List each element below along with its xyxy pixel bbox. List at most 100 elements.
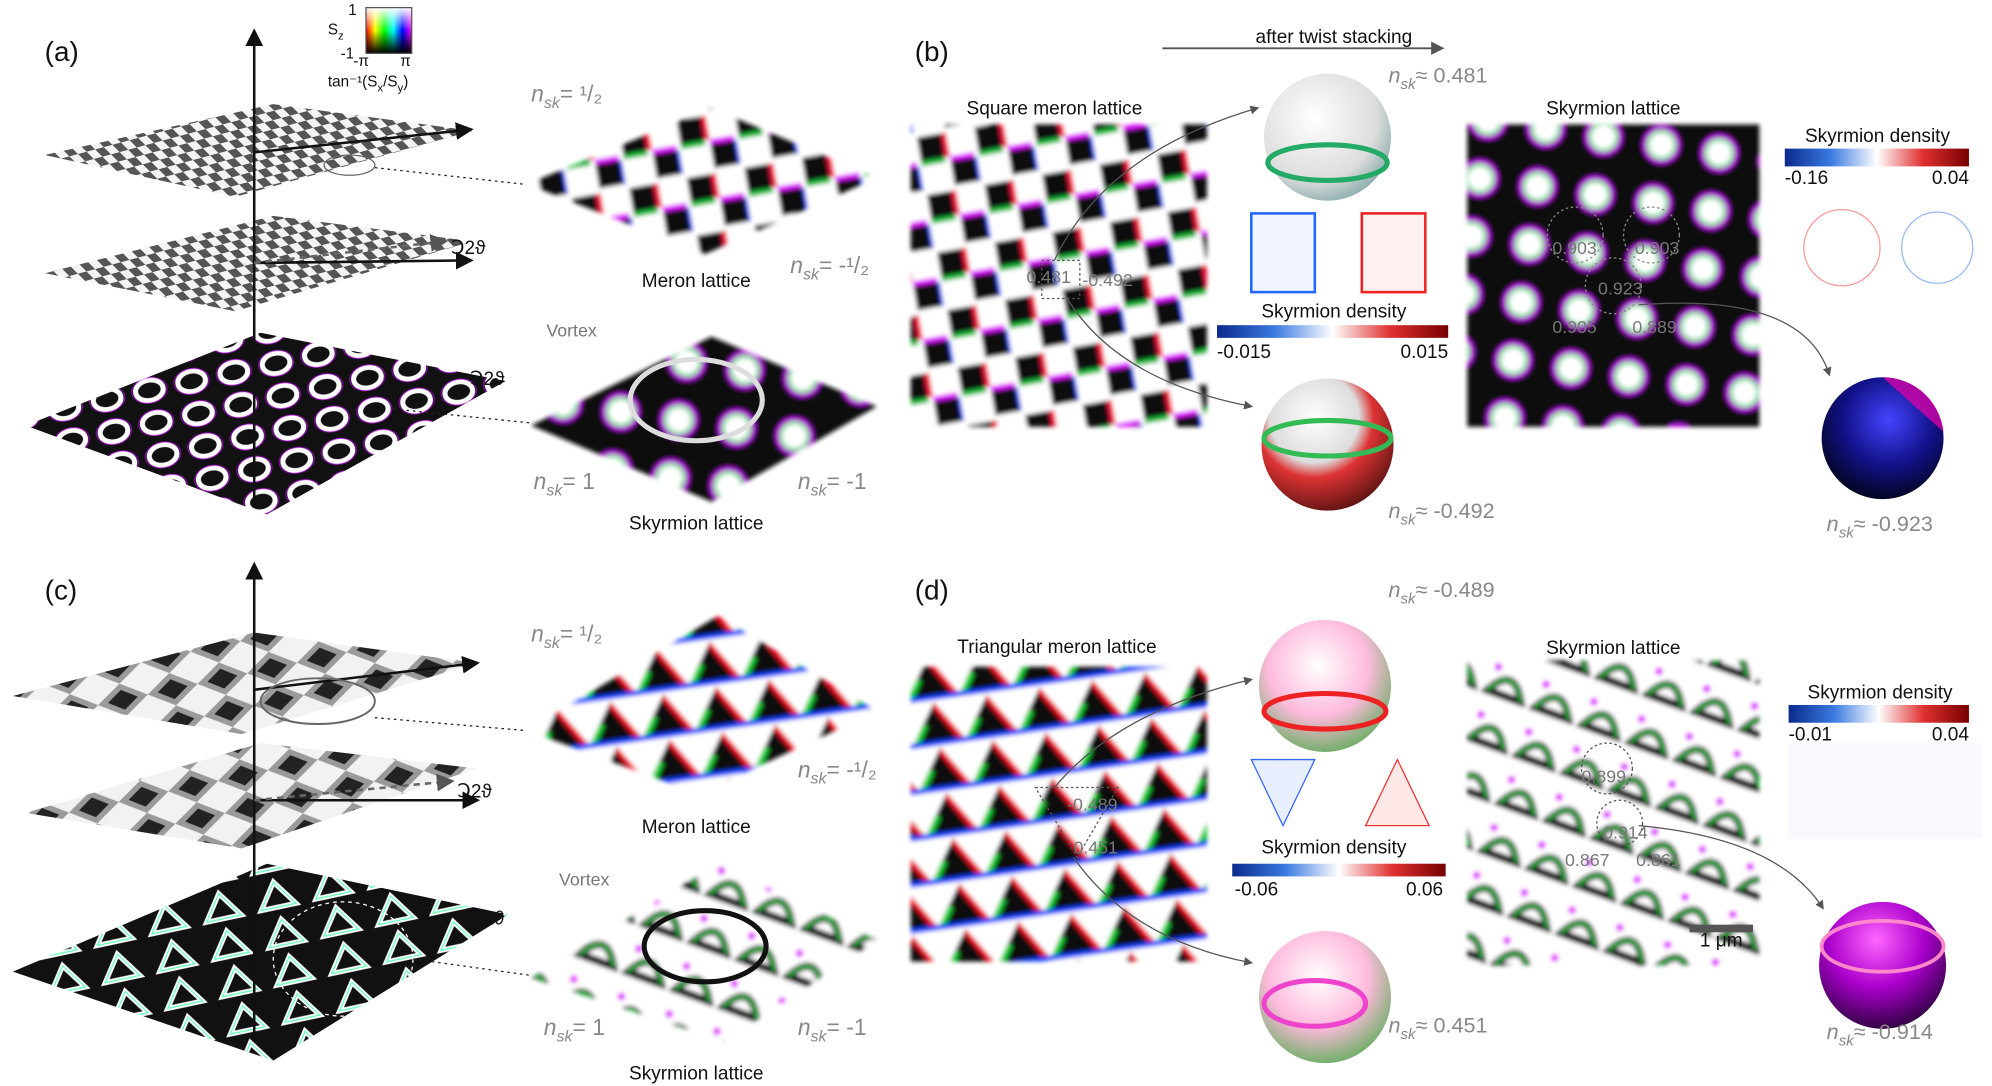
scale-bar-label: 1 μm	[1700, 930, 1743, 951]
nsk-symbol: n	[1388, 63, 1400, 88]
value-label: 0.889	[1632, 317, 1677, 337]
value-label: 0.861	[1636, 850, 1681, 870]
colorbar-label: 0.04	[1932, 725, 1969, 746]
connector	[393, 408, 532, 424]
caption: Square meron lattice	[967, 98, 1143, 119]
nsk-subscript: sk	[811, 482, 828, 499]
nsk-subscript: sk	[544, 95, 561, 112]
arrow	[1066, 298, 1254, 410]
plane	[12, 863, 509, 1061]
caption: Skyrmion lattice	[1546, 98, 1680, 119]
sphere-arrows	[1261, 690, 1389, 732]
arrow	[1072, 857, 1254, 966]
vortex-ring	[641, 908, 769, 985]
caption-part: )	[403, 73, 408, 90]
sphere	[1261, 378, 1394, 511]
skyrmion-map	[1467, 660, 1760, 966]
colorbar	[1788, 704, 1969, 723]
caption: Skyrmion lattice	[629, 1064, 763, 1085]
arrow	[1638, 824, 1824, 910]
arrow	[1053, 676, 1254, 788]
caption-part: /S	[383, 73, 397, 90]
nsk-subscript: sk	[1839, 524, 1856, 541]
twist-label: Ↄ2ϑ	[470, 909, 505, 930]
artwork	[12, 6, 1982, 1064]
value-label: 0.451	[1073, 838, 1118, 858]
skyrmion-map	[1467, 124, 1760, 427]
nsk-symbol: n	[790, 252, 803, 278]
scale-bar	[1689, 924, 1754, 933]
colorbar-caption: tan⁻¹(Sx/Sy)	[328, 73, 408, 94]
caption-part: y	[398, 82, 404, 94]
nsk-value: = ¹/₂	[560, 81, 603, 107]
panel-label: (b)	[915, 36, 949, 67]
sphere-arrows	[1261, 978, 1369, 1029]
nsk-label: nsk= -1	[798, 468, 867, 499]
colorbar	[1784, 148, 1969, 167]
nsk-subscript: sk	[544, 635, 561, 652]
caption-part: x	[377, 82, 383, 94]
value-label: 0.899	[1582, 766, 1627, 786]
vortex-ring	[627, 356, 765, 444]
nsk-symbol: n	[1827, 1019, 1839, 1044]
axis	[254, 234, 449, 265]
density-map	[1803, 208, 1881, 287]
nsk-symbol: n	[1388, 1013, 1400, 1038]
highlight	[323, 154, 376, 176]
value-label: 0.905	[1552, 317, 1597, 337]
caption-part: tan⁻¹(S	[328, 73, 378, 90]
axis	[254, 122, 474, 154]
connector	[412, 958, 532, 977]
highlight	[1546, 206, 1604, 264]
nsk-symbol: n	[531, 620, 544, 646]
arrow-label: after twist stacking	[1256, 27, 1413, 48]
meron-map	[910, 666, 1207, 962]
highlight	[1041, 259, 1081, 300]
nsk-label: nsk= ¹/₂	[531, 81, 602, 112]
arrow	[1053, 105, 1260, 261]
nsk-label: nsk≈ -0.923	[1827, 511, 1933, 541]
colorbar-label: -π	[353, 53, 369, 70]
nsk-label: nsk≈ 0.451	[1388, 1013, 1487, 1043]
value-label: -0.492	[1082, 270, 1132, 290]
nsk-label: nsk= -¹/₂	[798, 756, 877, 787]
caption: Skyrmion density	[1805, 126, 1950, 147]
sphere	[1819, 901, 1947, 1029]
highlight	[1034, 786, 1120, 859]
caption: Skyrmion lattice	[629, 514, 763, 535]
sphere	[1258, 931, 1392, 1064]
nsk-subscript: sk	[557, 1029, 574, 1046]
symbol: S	[328, 21, 338, 38]
panel-label: (c)	[45, 575, 78, 606]
value-label: -0.489	[1067, 794, 1117, 814]
nsk-symbol: n	[1827, 511, 1839, 536]
axis	[254, 655, 481, 691]
colorbar-label: -0.06	[1235, 879, 1278, 900]
nsk-symbol: n	[798, 756, 811, 782]
caption: Skyrmion density	[1808, 683, 1953, 704]
skyrmion-lattice-3d	[531, 863, 877, 1042]
sphere	[1821, 377, 1944, 500]
plane	[25, 743, 477, 849]
caption: Triangular meron lattice	[957, 637, 1156, 658]
panel-label: (a)	[45, 36, 79, 67]
colorbar-label: 0.015	[1401, 342, 1449, 363]
density-map	[1788, 743, 1982, 839]
connector	[374, 717, 524, 731]
nsk-subscript: sk	[1400, 76, 1417, 93]
nsk-value: = -1	[827, 468, 867, 494]
nsk-subscript: sk	[1839, 1032, 1856, 1049]
nsk-value: ≈ -0.489	[1416, 577, 1495, 602]
nsk-label: nsk= ¹/₂	[531, 620, 602, 651]
density-map	[1784, 190, 1982, 308]
value-label: 0.914	[1603, 822, 1648, 842]
nsk-symbol: n	[534, 468, 547, 494]
nsk-subscript: sk	[811, 771, 828, 788]
arrow	[1638, 302, 1832, 377]
density-map	[1364, 758, 1431, 827]
nsk-label: nsk≈ -0.492	[1388, 498, 1494, 528]
nsk-label: nsk≈ -0.489	[1388, 577, 1494, 607]
nsk-value: = ¹/₂	[560, 620, 603, 646]
